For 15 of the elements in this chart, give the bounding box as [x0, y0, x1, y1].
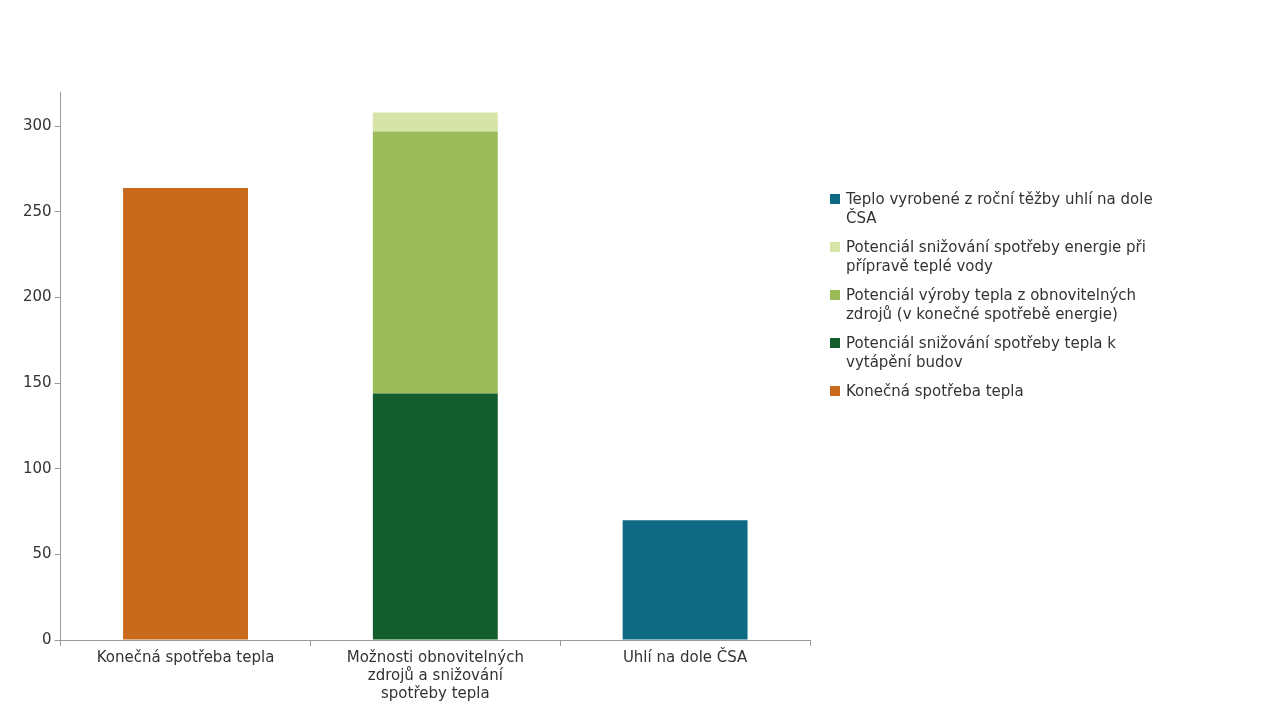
y-tick-label: 100 [22, 458, 52, 477]
legend-label: Potenciál snižování spotřeby energie při přípravě teplé vody [846, 238, 1147, 276]
x-tick-label: Konečná spotřeba tepla [96, 647, 275, 666]
legend-label: Konečná spotřeba tepla [846, 382, 1024, 401]
y-tick-label: 250 [22, 201, 52, 220]
y-tick-label: 50 [32, 544, 52, 563]
x-tick-label: Uhlí na dole ČSA [622, 646, 749, 666]
legend-label: Potenciál výroby tepla z obnovitelných zdrojů (v konečné spotřebě energie) [846, 286, 1138, 324]
y-tick-label: 300 [22, 116, 52, 135]
legend-label: Potenciál snižování spotřeby tepla k vytápění budov [846, 334, 1117, 372]
y-tick-label: 200 [22, 287, 52, 306]
legend-label: Teplo vyrobené z roční těžby uhlí na dole ČSA [846, 190, 1154, 228]
y-tick-label: 150 [22, 373, 52, 392]
y-tick-label: 0 [42, 629, 52, 648]
x-tick-label: Možnosti obnovitelných zdrojů a snižování spotřeby tepla [346, 647, 524, 702]
